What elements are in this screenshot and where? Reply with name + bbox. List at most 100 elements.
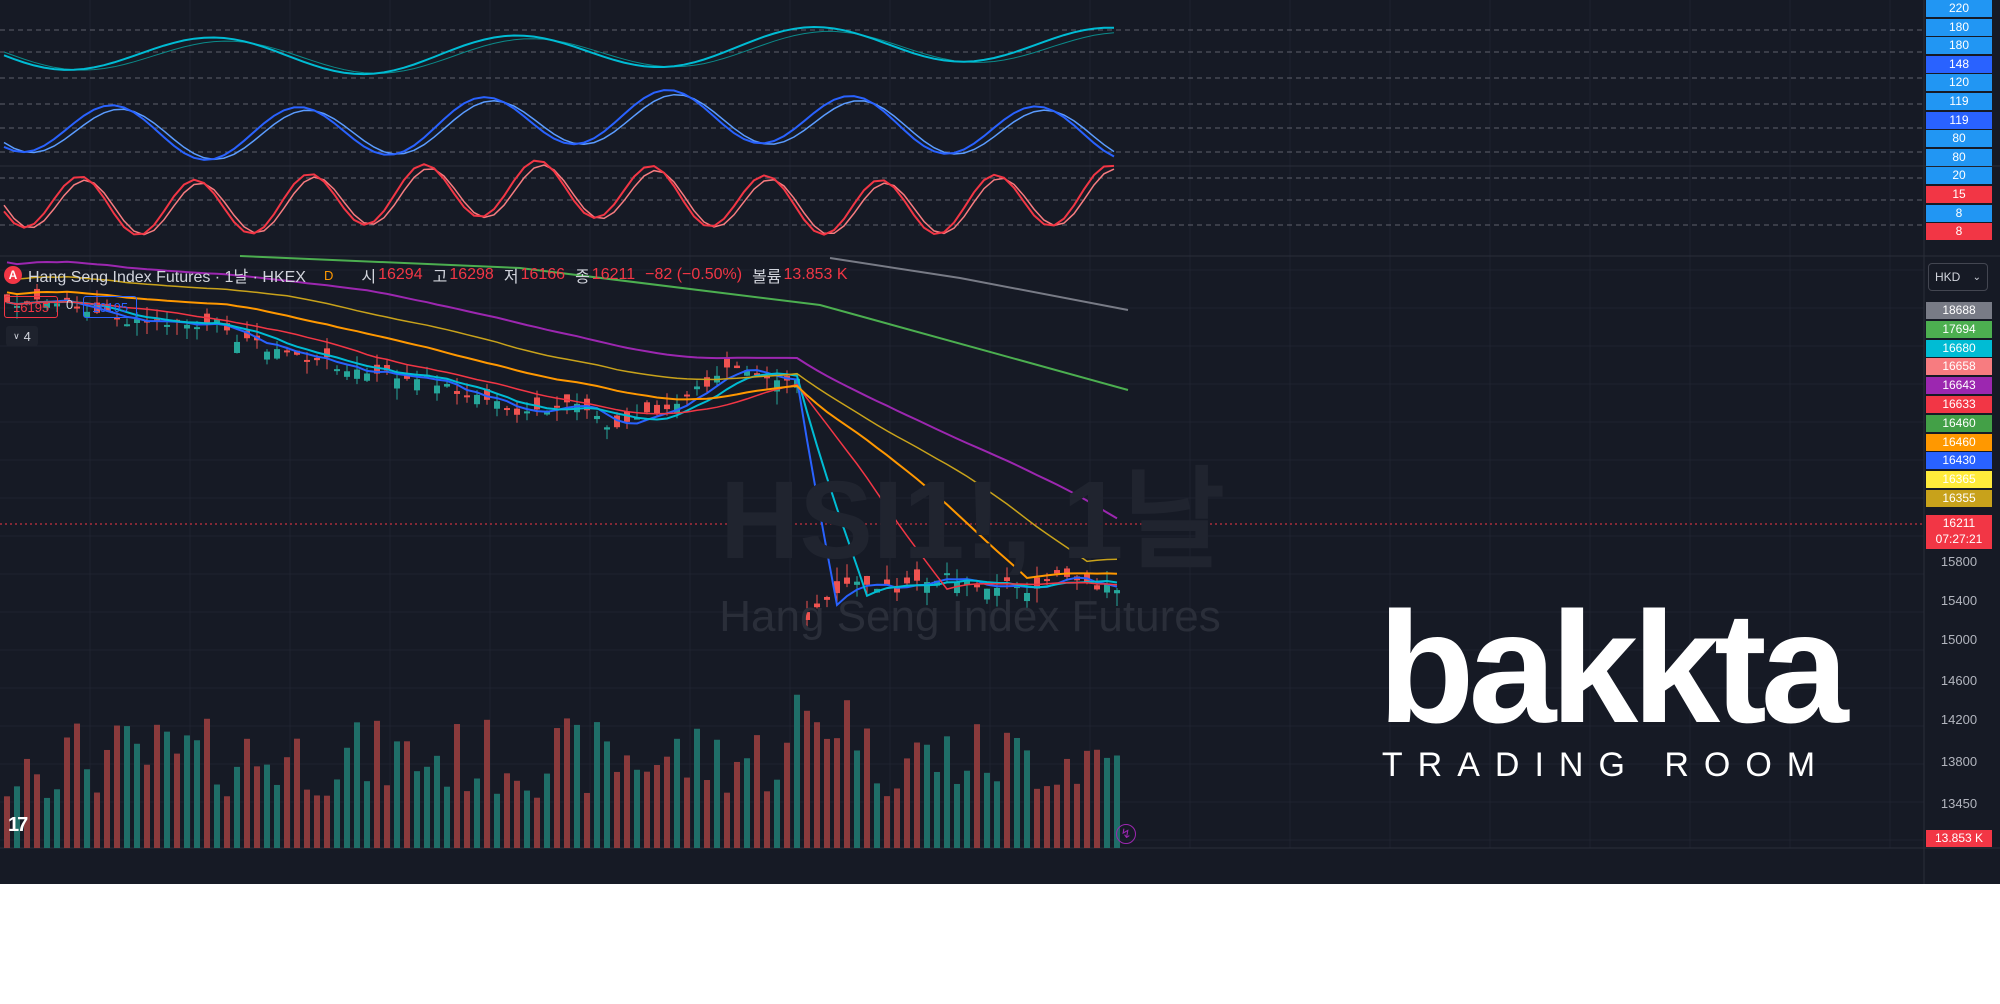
candle-body [54, 303, 60, 307]
ma_axis-label: 16365 [1926, 471, 1992, 489]
oscillator-line [3, 159, 1115, 236]
candle-body [614, 415, 620, 428]
volume-bar [584, 792, 590, 848]
brand-wordmark: bakkta [1378, 580, 1849, 756]
volume-bar [974, 724, 980, 848]
candle-body [84, 311, 90, 318]
symbol-badge[interactable]: A [4, 266, 22, 284]
volume-bar [474, 778, 480, 848]
volume-bar [1114, 755, 1120, 848]
symbol-title[interactable]: Hang Seng Index Futures · 1날 · HKEX [28, 269, 306, 286]
volume-bar [604, 741, 610, 848]
candle-body [944, 573, 950, 576]
candle-body [984, 588, 990, 600]
candle-body [864, 576, 870, 585]
currency-select[interactable]: HKD ⌄ [1928, 263, 1988, 291]
volume-key: 볼륨 [752, 269, 782, 286]
volume-bar [64, 737, 70, 848]
volume-bar [904, 758, 910, 848]
volume-bar [854, 750, 860, 848]
volume-bar [654, 764, 660, 848]
volume-bar [714, 739, 720, 848]
volume-bar [254, 766, 260, 848]
oscillator_axis-label: 180 [1926, 37, 1992, 55]
volume-bar [534, 797, 540, 848]
candle-body [664, 404, 670, 410]
oscillator-signal-line [3, 164, 1115, 236]
price-tick: 14600 [1940, 673, 1978, 688]
ma-line [6, 260, 1118, 520]
candle-body [364, 373, 370, 381]
volume-bar [734, 761, 740, 848]
last-price-value: 16211 [1942, 516, 1976, 530]
volume-bar [594, 722, 600, 848]
candle-body [484, 389, 490, 400]
volume-bar [434, 755, 440, 848]
candle-body [924, 582, 930, 593]
candle-body [694, 386, 700, 390]
volume-bar [374, 720, 380, 848]
candle-body [454, 391, 460, 394]
brand-subtitle: TRADING ROOM [1381, 746, 1831, 784]
volume-bar [44, 797, 50, 848]
ma_axis-label: 16355 [1926, 490, 1992, 507]
flash-icon[interactable]: ↯ [1116, 824, 1136, 844]
volume-bar [204, 718, 210, 848]
volume-bar [344, 747, 350, 848]
price-tick: 15400 [1940, 593, 1978, 608]
volume-bar [154, 724, 160, 848]
volume-bar [224, 796, 230, 848]
volume-bar [284, 757, 290, 848]
oscillator_axis-label: 8 [1926, 204, 1992, 222]
currency-value: HKD [1935, 270, 1961, 284]
ma-line [829, 257, 1129, 311]
ma_axis-label: 17694 [1926, 320, 1992, 338]
volume-bar [184, 735, 190, 848]
volume-bar [684, 777, 690, 848]
candle-body [654, 404, 660, 415]
volume-bar [784, 742, 790, 848]
candle-body [644, 402, 650, 413]
candle-body [584, 398, 590, 411]
price-tick: 13450 [1940, 796, 1978, 811]
candle-body [354, 369, 360, 379]
volume-bar [244, 738, 250, 848]
buy-price-button[interactable]: 16195 [83, 296, 138, 318]
candle-body [1054, 570, 1060, 574]
candle-body [734, 365, 740, 369]
candle-body [974, 584, 980, 588]
candle-body [704, 377, 710, 387]
candle-body [824, 596, 830, 600]
candle-body [854, 581, 860, 585]
candle-body [464, 395, 470, 398]
volume-axis-label: 13.853 K [1926, 830, 1992, 847]
volume-bar [264, 764, 270, 848]
volume-bar [94, 792, 100, 848]
change-value: −82 (−0.50%) [645, 266, 743, 283]
candle-body [74, 306, 80, 309]
candle-body [564, 394, 570, 403]
candle-body [684, 394, 690, 397]
volume-bar [214, 784, 220, 848]
chart-canvas[interactable] [0, 0, 2000, 884]
price-tick: 15800 [1940, 554, 1978, 569]
data-status-icon[interactable]: D [323, 267, 334, 283]
oscillator-line [3, 25, 1114, 76]
low-value: 16166 [520, 266, 566, 283]
sell-price-button[interactable]: 16195 [4, 296, 59, 318]
volume-bar [984, 772, 990, 848]
volume-bar [894, 788, 900, 848]
candle-body [884, 579, 890, 585]
candle-body [234, 341, 240, 353]
close-key: 종 [575, 269, 590, 286]
tradingview-logo[interactable]: 17 [8, 814, 28, 836]
candle-body [594, 415, 600, 420]
candle-body [774, 380, 780, 392]
volume-bar [764, 791, 770, 848]
volume-bar [964, 770, 970, 848]
volume-bar [174, 753, 180, 848]
indicators-collapse-button[interactable]: ∨ 4 [6, 326, 38, 346]
candle-body [524, 411, 530, 414]
oscillator_axis-label: 80 [1926, 130, 1992, 148]
chevron-down-icon: ⌄ [1972, 271, 1981, 283]
